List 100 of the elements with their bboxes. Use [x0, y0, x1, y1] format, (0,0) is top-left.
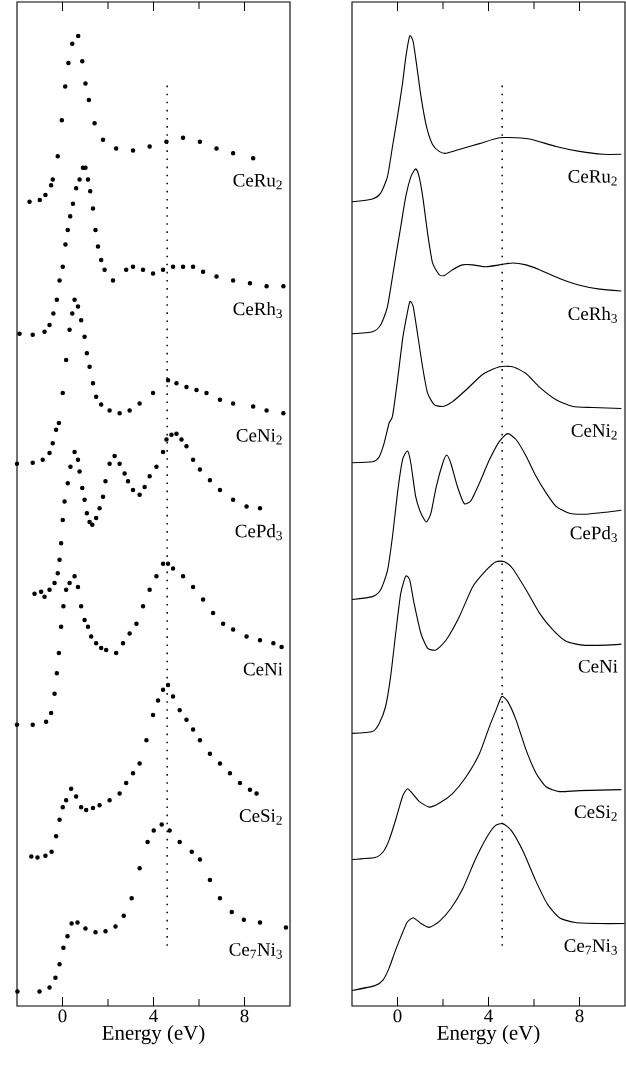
point — [227, 770, 233, 776]
point — [151, 828, 156, 833]
x-tick-label: 4 — [149, 1009, 158, 1022]
point — [107, 461, 112, 466]
point — [42, 329, 47, 335]
point — [52, 691, 57, 696]
point — [154, 574, 159, 579]
point — [84, 350, 90, 356]
point — [57, 817, 62, 822]
point — [147, 144, 152, 149]
point — [77, 177, 82, 182]
point — [103, 647, 109, 653]
point — [107, 408, 112, 413]
series-label: CeNi$_{2}$ — [571, 424, 617, 440]
point — [165, 682, 171, 688]
point — [40, 457, 45, 463]
point — [204, 390, 209, 396]
series-label: CeRu$_{2}$ — [233, 173, 282, 190]
point — [78, 604, 84, 609]
point — [160, 687, 166, 693]
point — [47, 322, 52, 328]
series-label: CeRh$_{3}$ — [233, 301, 282, 319]
point — [197, 139, 203, 144]
point — [140, 604, 146, 609]
point — [14, 722, 20, 727]
point — [230, 627, 236, 632]
point — [66, 60, 71, 66]
point — [169, 432, 174, 437]
point — [230, 401, 236, 406]
point — [254, 791, 259, 796]
point — [137, 401, 142, 406]
series-label: Ce$_{7}$Ni$_{3}$ — [564, 939, 617, 955]
point — [147, 587, 152, 593]
point — [82, 497, 87, 502]
point — [100, 137, 106, 142]
point — [37, 197, 42, 203]
point — [82, 617, 87, 623]
point — [72, 449, 77, 455]
point — [150, 390, 156, 396]
point — [113, 146, 119, 151]
x-tick-label: 8 — [575, 1009, 584, 1023]
point — [130, 264, 136, 270]
point — [237, 780, 243, 786]
point — [53, 427, 59, 433]
point — [53, 975, 58, 981]
point — [83, 81, 88, 86]
point — [85, 177, 91, 182]
point — [177, 707, 182, 713]
point — [43, 192, 48, 198]
point — [264, 408, 269, 413]
point — [93, 227, 98, 233]
series-label: CeSi$_{2}$ — [239, 809, 282, 825]
point — [58, 624, 64, 629]
point — [214, 146, 219, 151]
point — [207, 751, 213, 757]
point — [190, 727, 196, 732]
point — [217, 896, 223, 901]
point — [15, 989, 20, 994]
point — [88, 188, 93, 194]
point — [130, 148, 136, 153]
point — [72, 574, 77, 579]
point — [137, 866, 142, 871]
point — [48, 183, 54, 188]
point — [30, 460, 35, 466]
point — [51, 311, 56, 316]
point — [164, 437, 169, 442]
point — [38, 589, 44, 595]
point — [180, 135, 186, 141]
point — [95, 244, 101, 249]
point — [80, 58, 85, 64]
point — [72, 297, 77, 303]
point — [35, 855, 40, 860]
point — [75, 584, 81, 590]
point — [97, 506, 102, 511]
point — [197, 467, 203, 472]
point — [85, 624, 91, 629]
point — [48, 710, 54, 716]
point — [127, 631, 132, 636]
point — [37, 989, 42, 994]
point — [47, 985, 52, 990]
point — [62, 84, 68, 89]
point — [217, 397, 223, 402]
series-label: CeNi — [578, 659, 618, 673]
point — [140, 267, 146, 272]
point — [103, 478, 108, 484]
point — [65, 933, 70, 939]
point — [279, 644, 284, 650]
point — [65, 480, 70, 486]
point — [83, 926, 88, 931]
point — [113, 650, 119, 656]
point — [155, 698, 161, 703]
point — [250, 155, 256, 161]
point — [160, 561, 166, 566]
series-label: CeNi$_{2}$ — [236, 429, 282, 445]
point — [93, 515, 99, 521]
point — [68, 786, 74, 791]
point — [90, 380, 96, 386]
point — [100, 494, 106, 499]
point — [160, 449, 166, 455]
point — [244, 634, 249, 639]
